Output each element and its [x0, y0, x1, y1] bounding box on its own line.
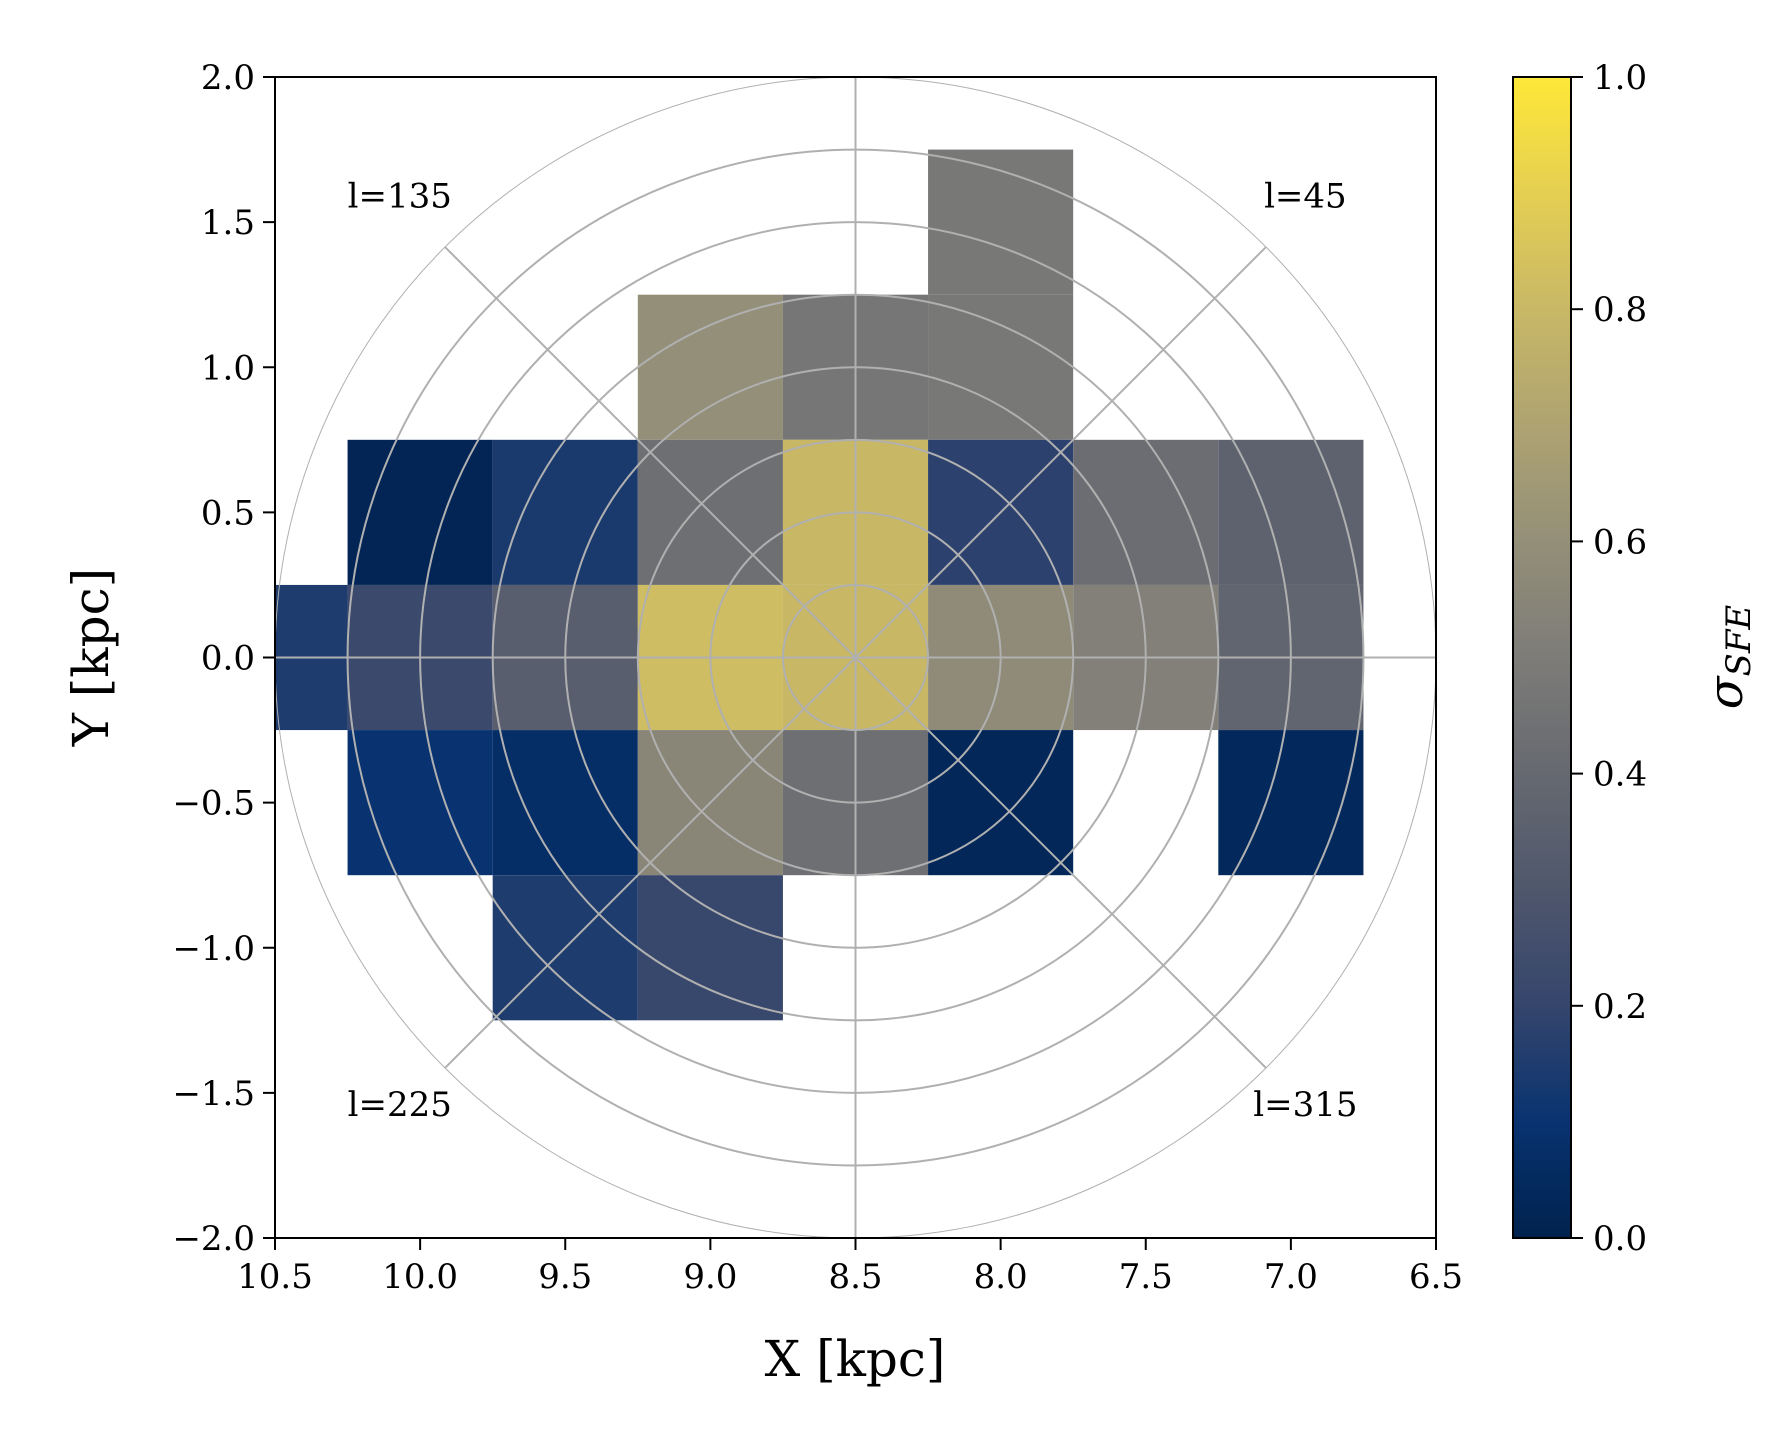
colorbar-ticks: 0.0 0.2 0.4 0.6 0.8 1.0	[1571, 58, 1647, 1259]
heatmap-cell	[637, 875, 783, 1021]
colorbar-tick-label: 0.2	[1593, 987, 1647, 1027]
heatmap-cell	[492, 439, 638, 585]
heatmap-cell	[1218, 730, 1364, 876]
colorbar-title-sigma: σ	[1698, 675, 1754, 709]
x-tick-label: 10.0	[382, 1257, 458, 1297]
x-tick-label: 9.0	[683, 1257, 737, 1297]
polar-grid-spoke	[444, 656, 857, 1069]
colorbar-tick-label: 0.4	[1593, 755, 1647, 795]
colorbar-gradient	[1512, 76, 1572, 1239]
colorbar-title-subscript: SFE	[1719, 605, 1759, 677]
y-tick-label: −0.5	[172, 784, 255, 824]
y-axis-title: Y [kpc]	[62, 568, 120, 747]
x-tick-label: 9.5	[538, 1257, 592, 1297]
heatmap-cell	[347, 730, 493, 876]
colorbar-tick-label: 0.8	[1593, 290, 1647, 330]
y-tick-label: 1.0	[201, 348, 255, 388]
y-tick-label: 2.0	[201, 58, 255, 98]
polar-grid-spoke	[854, 246, 1267, 659]
longitude-label: l=135	[348, 177, 452, 217]
longitude-label: l=225	[348, 1085, 452, 1125]
longitude-annotations: l=135 l=45 l=225 l=315	[348, 177, 1358, 1125]
polar-grid	[275, 77, 1436, 1238]
heatmap-cell	[492, 730, 638, 876]
y-tick-label: 0.0	[201, 639, 255, 679]
polar-grid-spoke	[854, 656, 1267, 1069]
x-tick-label: 7.0	[1264, 1257, 1318, 1297]
colorbar-title: σSFE	[1698, 605, 1759, 710]
x-tick-label: 7.5	[1119, 1257, 1173, 1297]
heatmap-cell	[1073, 439, 1219, 585]
y-axis: −2.0 −1.5 −1.0 −0.5 0.0 0.5 1.0 1.5 2.0	[172, 58, 275, 1259]
y-tick-label: −2.0	[172, 1219, 255, 1259]
x-tick-label: 10.5	[237, 1257, 313, 1297]
colorbar-tick-label: 1.0	[1593, 58, 1647, 98]
colorbar-tick-label: 0.6	[1593, 522, 1647, 562]
y-tick-label: −1.5	[172, 1074, 255, 1114]
longitude-label: l=315	[1253, 1085, 1357, 1125]
x-tick-label: 8.0	[974, 1257, 1028, 1297]
heatmap-cell	[347, 439, 493, 585]
x-axis-title: X [kpc]	[765, 1330, 946, 1388]
x-axis: 10.5 10.0 9.5 9.0 8.5 8.0 7.5 7.0 6.5	[237, 1238, 1463, 1297]
heatmap-cell	[637, 294, 783, 440]
longitude-label: l=45	[1264, 177, 1347, 217]
x-tick-label: 6.5	[1409, 1257, 1463, 1297]
x-tick-label: 8.5	[828, 1257, 882, 1297]
colorbar-tick-label: 0.0	[1593, 1219, 1647, 1259]
polar-grid-spoke	[444, 246, 857, 659]
y-tick-label: −1.0	[172, 929, 255, 969]
heatmap-cell	[928, 149, 1074, 295]
colorbar: 0.0 0.2 0.4 0.6 0.8 1.0 σSFE	[1512, 58, 1759, 1259]
y-tick-label: 0.5	[201, 493, 255, 533]
y-tick-label: 1.5	[201, 203, 255, 243]
heatmap-cell	[1218, 439, 1364, 585]
heatmap-cell	[928, 294, 1074, 440]
